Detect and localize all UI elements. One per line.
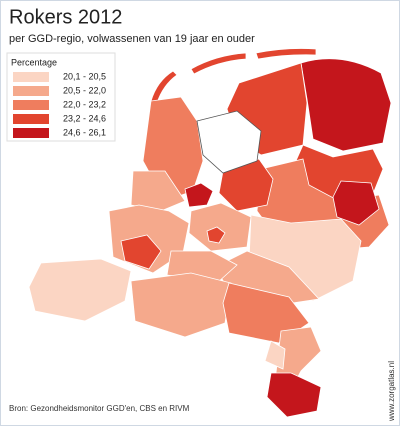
region bbox=[255, 48, 317, 60]
site-url: www.zorgatlas.nl bbox=[387, 361, 396, 422]
legend-label: 23,2 - 24,6 bbox=[63, 113, 106, 123]
source: Bron: Gezondheidsmonitor GGD'en, CBS en … bbox=[9, 404, 190, 413]
legend-title: Percentage bbox=[11, 57, 57, 67]
subtitle: per GGD-regio, volwassenen van 19 jaar e… bbox=[9, 33, 255, 45]
legend-swatch bbox=[13, 128, 49, 138]
legend-label: 22,0 - 23,2 bbox=[63, 99, 106, 109]
legend-label: 20,1 - 20,5 bbox=[63, 71, 106, 81]
region bbox=[28, 258, 132, 322]
legend: Percentage bbox=[6, 52, 116, 142]
legend-box bbox=[6, 52, 116, 142]
title: Rokers 2012 bbox=[9, 6, 122, 28]
region bbox=[218, 158, 274, 212]
legend-label: 20,5 - 22,0 bbox=[63, 85, 106, 95]
region bbox=[206, 226, 226, 244]
region bbox=[332, 180, 380, 226]
region bbox=[188, 202, 252, 252]
legend-swatch bbox=[13, 72, 49, 82]
legend-swatch bbox=[13, 86, 49, 96]
region bbox=[300, 58, 392, 152]
region bbox=[184, 182, 214, 208]
lake bbox=[196, 110, 262, 174]
region bbox=[130, 272, 232, 338]
region bbox=[266, 372, 322, 418]
region bbox=[150, 70, 178, 104]
legend-swatch bbox=[13, 114, 49, 124]
region bbox=[222, 282, 310, 344]
legend-swatch bbox=[13, 100, 49, 110]
region bbox=[264, 340, 286, 370]
legend-label: 24,6 - 26,1 bbox=[63, 127, 106, 137]
region bbox=[130, 170, 186, 212]
region bbox=[190, 52, 247, 75]
region bbox=[120, 234, 162, 270]
